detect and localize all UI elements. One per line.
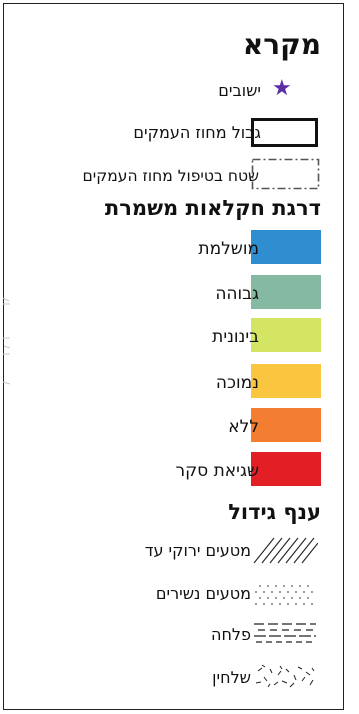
legend-label-treated-area: שטח בטיפול מחוז העמקים bbox=[82, 167, 259, 185]
crop-label-irrigated: שלחין bbox=[212, 668, 251, 687]
legend-label-settlements: ישובים bbox=[218, 81, 261, 100]
soil-swatch-2 bbox=[251, 318, 321, 352]
edge-ghost-marks bbox=[2, 297, 11, 385]
soil-label-5: שגיאת סקר bbox=[175, 461, 259, 481]
legend-label-district-border: גבול מחוז העמקים bbox=[133, 123, 261, 142]
soil-label-1: גבוהה bbox=[215, 284, 259, 304]
crop-label-field-crops: פלחה bbox=[211, 625, 251, 644]
crop-label-deciduous: מטעים נשירים bbox=[155, 584, 251, 603]
field-crops-dashed-lines-icon bbox=[254, 623, 316, 643]
deciduous-orchard-dots-icon bbox=[255, 585, 313, 605]
crop-section-heading: ענף גידול bbox=[228, 500, 321, 524]
soil-label-0: מושלמת bbox=[198, 239, 259, 259]
legend-title: מקרא bbox=[242, 28, 321, 61]
soil-label-3: נמוכה bbox=[215, 373, 259, 393]
legend-frame bbox=[3, 3, 344, 710]
district-border-swatch bbox=[251, 118, 318, 147]
soil-swatch-3 bbox=[251, 364, 321, 398]
soil-swatch-5 bbox=[251, 452, 321, 486]
treated-area-dashed-swatch bbox=[251, 158, 320, 190]
soil-swatch-1 bbox=[251, 275, 321, 309]
crop-label-evergreen: מטעים ירוקי עד bbox=[144, 541, 251, 560]
soil-swatch-4 bbox=[251, 408, 321, 442]
soil-swatch-0 bbox=[251, 230, 321, 264]
soil-section-heading: דרגת חקלאות משמרת bbox=[104, 196, 321, 220]
evergreen-orchard-hatch-icon bbox=[253, 537, 318, 564]
soil-label-2: בינונית bbox=[212, 327, 259, 347]
irrigated-crops-scatter-icon bbox=[255, 664, 315, 688]
soil-label-4: ללא bbox=[228, 417, 259, 437]
settlement-star-icon: ★ bbox=[272, 76, 292, 101]
